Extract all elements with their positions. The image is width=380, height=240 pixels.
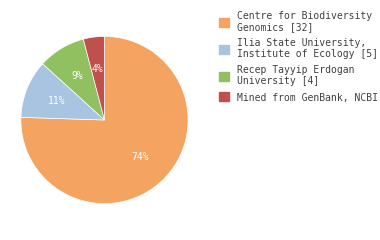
Text: 11%: 11% — [48, 96, 65, 106]
Wedge shape — [43, 39, 105, 120]
Wedge shape — [83, 36, 104, 120]
Text: 9%: 9% — [72, 71, 84, 81]
Text: 74%: 74% — [132, 152, 149, 162]
Legend: Centre for Biodiversity
Genomics [32], Ilia State University,
Institute of Ecolo: Centre for Biodiversity Genomics [32], I… — [218, 10, 380, 103]
Wedge shape — [21, 36, 188, 204]
Wedge shape — [21, 64, 104, 120]
Text: 4%: 4% — [92, 64, 104, 74]
